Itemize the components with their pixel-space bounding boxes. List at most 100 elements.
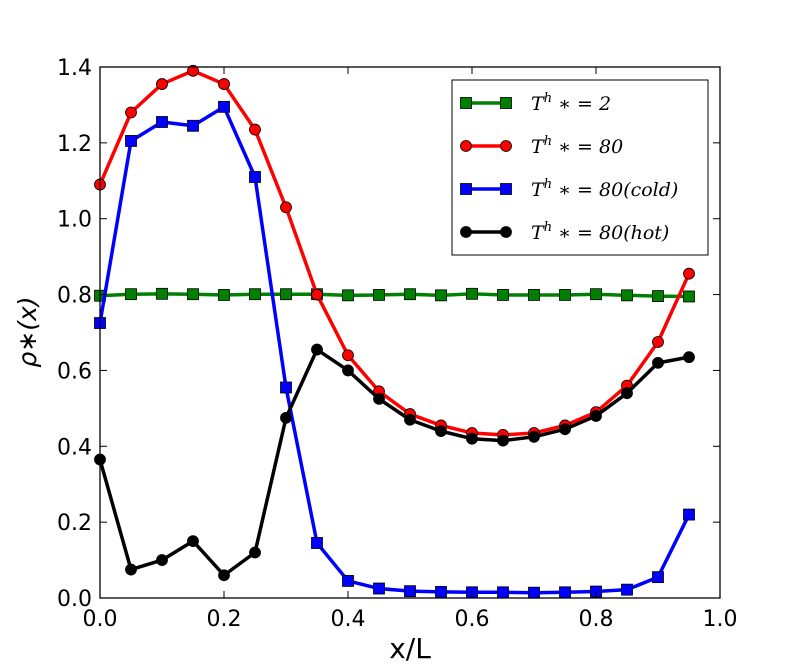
data-point (435, 289, 447, 302)
data-point (590, 410, 602, 422)
legend-marker (460, 140, 472, 152)
data-point (156, 116, 168, 128)
legend-box (451, 79, 709, 256)
legend-label: Th ∗ = 80(hot) (531, 220, 669, 244)
data-point (652, 571, 664, 584)
data-point (342, 364, 354, 377)
data-point (156, 554, 168, 566)
data-point (280, 411, 292, 424)
data-point (652, 290, 664, 302)
data-point (621, 289, 633, 302)
data-point (125, 106, 137, 119)
data-point (342, 349, 354, 362)
legend-marker (500, 226, 512, 238)
x-axis-label: x/L (389, 632, 431, 665)
data-point (373, 582, 385, 595)
legend-marker (500, 183, 512, 195)
data-point (528, 586, 540, 599)
data-point (652, 336, 664, 348)
data-point (311, 288, 323, 301)
data-point (218, 100, 230, 113)
y-tick-label: 0.4 (57, 435, 92, 460)
x-tick-label: 1.0 (703, 607, 738, 632)
data-point (249, 288, 261, 301)
data-point (435, 425, 447, 438)
data-point (187, 535, 199, 548)
x-tick-label: 0.4 (331, 607, 366, 632)
legend-entry-3: Th ∗ = 80(cold) (460, 177, 678, 201)
data-point (187, 288, 199, 301)
data-point (342, 575, 354, 587)
x-tick-label: 0.2 (207, 607, 242, 632)
legend-entry-4: Th ∗ = 80(hot) (460, 220, 669, 244)
data-point (218, 78, 230, 90)
data-point (373, 392, 385, 405)
series-1 (94, 287, 695, 303)
legend-marker (500, 140, 512, 152)
data-point (652, 356, 664, 369)
data-point (404, 585, 416, 598)
data-point (497, 586, 509, 599)
data-point (683, 267, 695, 280)
data-point (590, 288, 602, 301)
y-tick-label: 0.0 (57, 587, 92, 612)
data-point (311, 537, 323, 549)
data-point (559, 289, 571, 301)
series-4 (94, 343, 695, 582)
data-point (559, 586, 571, 599)
data-point (621, 387, 633, 400)
legend-entry-2: Th ∗ = 80 (460, 134, 623, 158)
x-tick-label: 0.8 (579, 607, 614, 632)
y-tick-label: 0.2 (57, 511, 92, 536)
data-point (311, 343, 323, 356)
y-tick-label: 0.6 (57, 359, 92, 384)
data-point (621, 583, 633, 596)
x-tick-label: 0.6 (455, 607, 490, 632)
legend-label: Th ∗ = 80(cold) (531, 177, 678, 201)
data-point (466, 432, 478, 445)
data-point (249, 123, 261, 136)
legend-label: Th ∗ = 80 (531, 134, 623, 158)
data-point (156, 287, 168, 300)
data-point (683, 351, 695, 364)
data-point (342, 289, 354, 302)
data-point (187, 64, 199, 77)
data-point (559, 423, 571, 436)
data-point (218, 569, 230, 582)
data-point (125, 288, 137, 301)
legend-marker (500, 97, 512, 109)
legend-label: Th ∗ = 2 (531, 91, 611, 115)
data-point (249, 546, 261, 559)
x-tick-label: 0.0 (83, 607, 118, 632)
data-point (435, 586, 447, 598)
data-point (683, 508, 695, 521)
data-point (249, 171, 261, 183)
plot-frame (99, 66, 721, 599)
legend-marker (460, 226, 472, 238)
legend-entry-1: Th ∗ = 2 (460, 91, 611, 115)
data-point (528, 430, 540, 443)
data-point (497, 289, 509, 301)
y-tick-label: 1.4 (57, 56, 92, 81)
y-tick-label: 0.8 (57, 284, 92, 309)
data-point (373, 289, 385, 301)
data-point (466, 287, 478, 300)
y-tick-label: 1.2 (57, 132, 92, 157)
data-point (280, 381, 292, 394)
tick-layer: 0.0 0.2 0.4 0.6 0.8 1.0 0.0 0.2 0.4 0.6 0.8 1.0 1.2 1… (57, 56, 738, 632)
data-point (280, 201, 292, 214)
data-point (404, 413, 416, 426)
data-point (156, 78, 168, 90)
legend-marker (460, 97, 472, 109)
data-point (125, 563, 137, 576)
data-point (280, 288, 292, 301)
data-point (528, 289, 540, 301)
legend-marker (460, 183, 472, 195)
data-point (404, 288, 416, 301)
data-point (218, 289, 230, 301)
legend: Th ∗ = 2 Th ∗ = 80 Th ∗ = 80(cold) Th ∗ = 8… (451, 79, 709, 256)
data-point (497, 434, 509, 447)
y-tick-label: 1.0 (57, 208, 92, 233)
data-point (683, 290, 695, 303)
